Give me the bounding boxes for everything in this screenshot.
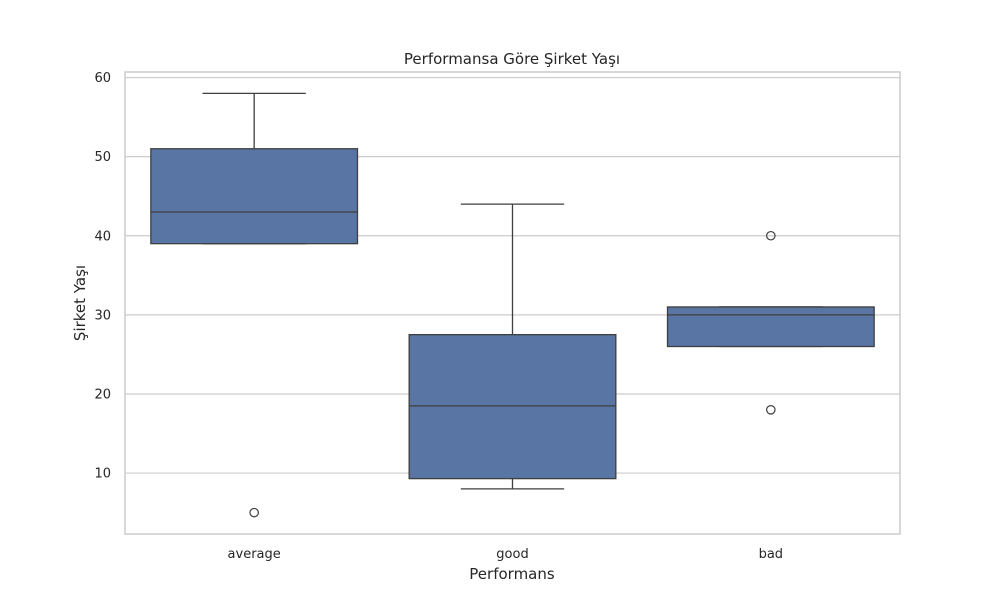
box-rect <box>150 148 359 245</box>
box-good <box>408 203 617 490</box>
box-average <box>150 92 359 518</box>
y-tick-label: 20 <box>94 387 111 402</box>
outlier-point <box>766 230 776 241</box>
outlier-point <box>766 404 776 415</box>
y-tick-label: 30 <box>94 308 111 323</box>
x-axis-label: Performans <box>469 565 555 583</box>
plot-frame <box>124 71 901 535</box>
y-tick-label: 50 <box>94 150 111 165</box>
y-tick-labels: 10 20 30 40 50 60 <box>94 71 111 482</box>
box-rect <box>666 306 875 348</box>
box-rect <box>408 333 617 480</box>
x-tick-label: good <box>496 547 528 562</box>
chart-title: Performansa Göre Şirket Yaşı <box>404 50 620 68</box>
y-tick-label: 60 <box>94 71 111 86</box>
x-tick-label: average <box>228 547 281 562</box>
x-tick-label: bad <box>759 547 783 562</box>
y-tick-label: 40 <box>94 229 111 244</box>
y-axis-label: Şirket Yaşı <box>71 265 89 341</box>
outlier-point <box>249 507 259 518</box>
x-tick-labels: average good bad <box>228 547 784 562</box>
box-series <box>150 92 875 518</box>
box-bad <box>666 230 875 415</box>
y-tick-label: 10 <box>94 467 111 482</box>
